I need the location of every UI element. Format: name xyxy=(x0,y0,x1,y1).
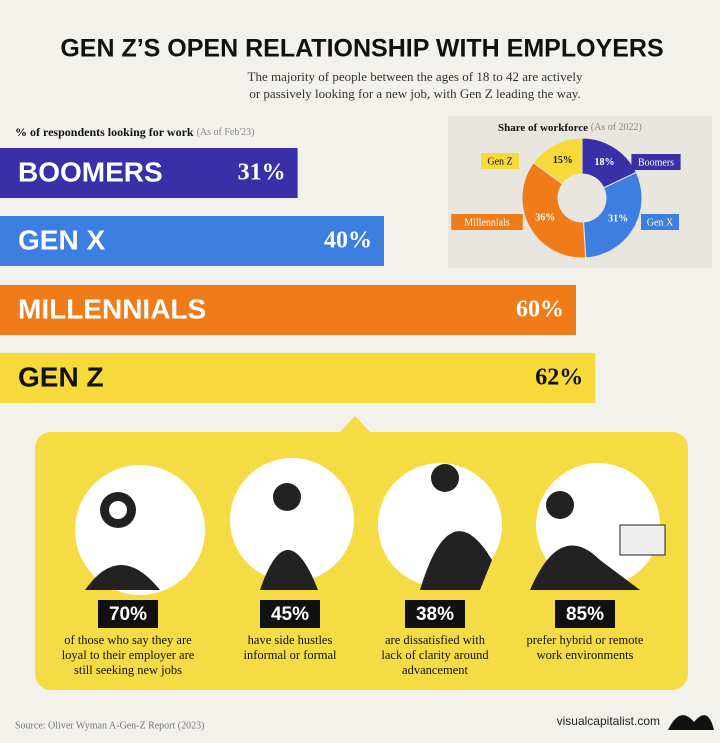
pie-subtitle: (As of 2022) xyxy=(591,122,642,133)
stat-value: 45% xyxy=(271,604,309,625)
slice-label: 31% xyxy=(608,214,628,225)
legend-box xyxy=(481,153,519,169)
pie-slice xyxy=(582,171,643,259)
pie-title: Share of workforce xyxy=(498,122,588,134)
pie-slice xyxy=(532,137,583,185)
category-label: BOOMERS xyxy=(18,156,163,187)
bar-chart-title: % of respondents looking for work (As of… xyxy=(15,125,254,139)
stats-panel xyxy=(35,432,688,690)
stat-text: advancement xyxy=(402,663,468,677)
illustration xyxy=(530,545,640,590)
bar-chart-subtitle: (As of Feb'23) xyxy=(197,127,255,138)
illustration xyxy=(273,483,301,511)
pie-slice xyxy=(521,162,587,259)
stat-box xyxy=(260,600,320,628)
legend-label: Boomers xyxy=(638,157,674,168)
subtitle: or passively looking for a new job, with… xyxy=(249,86,580,101)
legend-label: Gen X xyxy=(647,217,674,228)
bar xyxy=(0,285,576,335)
brand: visualcapitalist.com xyxy=(557,714,660,728)
illustration xyxy=(546,491,574,519)
illustration xyxy=(619,524,666,556)
stat-box xyxy=(98,600,158,628)
bar xyxy=(0,148,298,198)
pointer xyxy=(340,416,370,432)
legend-box xyxy=(451,214,523,230)
illustration-circle xyxy=(230,458,354,582)
value-label: 40% xyxy=(324,228,372,254)
value-label: 62% xyxy=(535,365,583,391)
stat-value: 85% xyxy=(566,604,604,625)
illustration xyxy=(85,565,160,590)
bar-chart-title: % of respondents looking for work xyxy=(15,125,194,139)
legend-box xyxy=(631,154,681,170)
stat-value: 70% xyxy=(109,604,147,625)
stat-text: work environments xyxy=(537,648,634,662)
stat-text: have side hustles xyxy=(248,633,333,647)
donut-chart: 18% Boomers 31% Gen X 36% Millennials 15% Gen Z xyxy=(451,137,681,259)
stat-text: prefer hybrid or remote xyxy=(527,633,644,647)
stat-text: are dissatisfied with xyxy=(385,633,486,647)
illustrations xyxy=(75,458,666,595)
subtitle: The majority of people between the ages … xyxy=(248,69,583,84)
value-label: 60% xyxy=(516,297,564,323)
pie-title: Share of workforce (As of 2022) xyxy=(498,122,642,134)
legend-box xyxy=(641,214,679,230)
stat-text: still seeking new jobs xyxy=(74,663,182,677)
legend-label: Gen Z xyxy=(487,156,512,167)
bar-chart: BOOMERS 31% GEN X 40% MILLENNIALS 60% GEN Z 62% xyxy=(0,148,596,403)
source: Source: Oliver Wyman A-Gen-Z Report (202… xyxy=(15,720,204,731)
illustration xyxy=(260,550,318,590)
stat-text: lack of clarity around xyxy=(381,648,489,662)
legend-label: Millennials xyxy=(464,217,510,228)
value-label: 31% xyxy=(238,160,286,186)
stat-text: informal or formal xyxy=(243,648,337,662)
illustration xyxy=(420,531,492,590)
category-label: GEN X xyxy=(18,224,105,255)
stat-box xyxy=(555,600,615,628)
slice-label: 15% xyxy=(553,155,573,166)
title: GEN Z’S OPEN RELATIONSHIP WITH EMPLOYERS xyxy=(60,35,663,63)
stat-text: loyal to their employer are xyxy=(62,648,195,662)
stat-box xyxy=(405,600,465,628)
slice-label: 18% xyxy=(595,157,615,168)
bar xyxy=(0,216,384,266)
category-label: GEN Z xyxy=(18,361,104,392)
stat-text: of those who say they are xyxy=(64,633,192,647)
slice-label: 36% xyxy=(535,213,555,224)
bar xyxy=(0,353,596,403)
illustration xyxy=(109,501,127,519)
logo xyxy=(668,715,714,730)
illustration xyxy=(431,464,459,492)
stat-value: 38% xyxy=(416,604,454,625)
category-label: MILLENNIALS xyxy=(18,293,206,324)
